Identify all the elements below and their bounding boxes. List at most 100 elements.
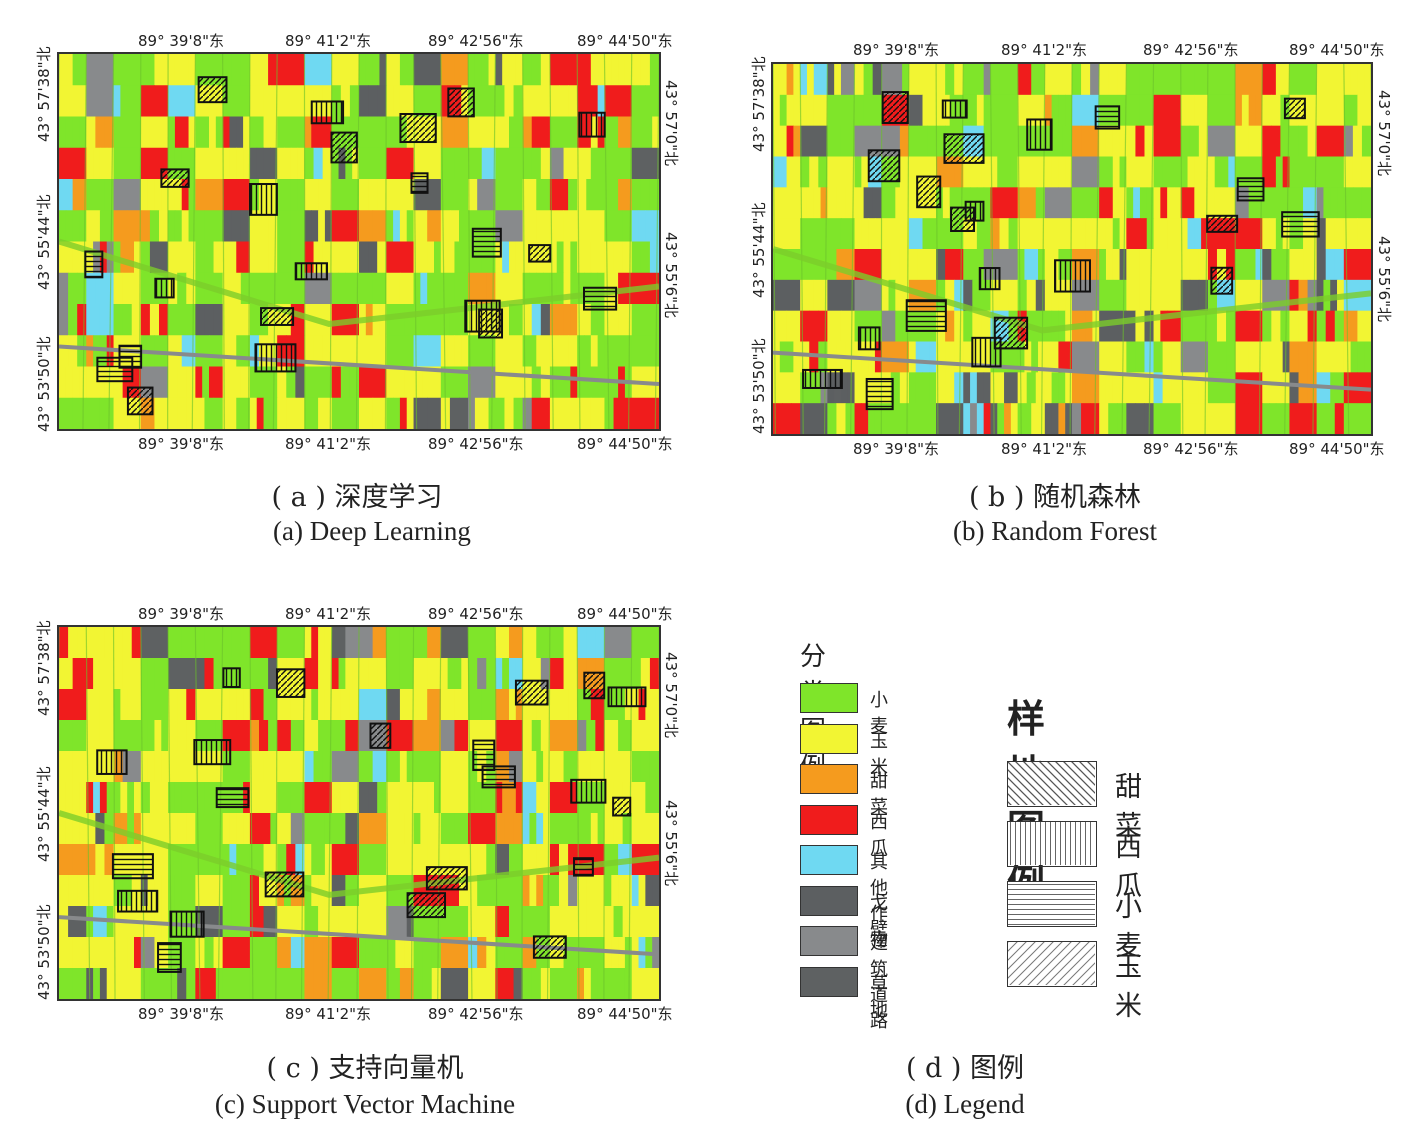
land-parcel — [1058, 372, 1066, 404]
land-parcel — [818, 156, 828, 188]
land-parcel — [195, 813, 210, 845]
land-parcel — [854, 156, 862, 188]
land-parcel — [213, 627, 224, 659]
land-parcel — [359, 689, 387, 721]
land-parcel — [1241, 94, 1250, 127]
land-parcel — [449, 751, 460, 783]
land-parcel — [127, 782, 135, 814]
land-parcel — [861, 125, 869, 157]
land-parcel — [936, 125, 946, 157]
land-parcel — [861, 403, 869, 434]
land-parcel — [331, 720, 346, 752]
land-parcel — [481, 782, 490, 814]
sample-plot — [528, 244, 552, 263]
land-parcel — [345, 658, 353, 690]
land-parcel — [186, 689, 196, 721]
land-parcel — [349, 782, 360, 814]
land-parcel — [174, 179, 183, 211]
lat-label: 43° 53'50"北 — [750, 338, 768, 434]
land-parcel — [222, 397, 237, 429]
land-parcel — [631, 335, 646, 367]
land-parcel — [359, 366, 369, 399]
land-parcel — [468, 627, 496, 659]
land-parcel — [295, 397, 305, 429]
land-parcel — [231, 179, 242, 211]
land-parcel — [1289, 310, 1300, 342]
land-parcel — [522, 210, 537, 242]
land-parcel — [181, 179, 190, 211]
land-parcel — [863, 249, 874, 281]
land-parcel — [604, 147, 633, 180]
land-parcel — [86, 906, 94, 938]
sample-plot — [369, 722, 392, 749]
land-parcel — [908, 94, 923, 127]
land-parcel — [213, 397, 224, 429]
land-parcel — [359, 54, 367, 86]
land-parcel — [1099, 279, 1114, 312]
land-parcel — [640, 54, 651, 86]
land-parcel — [809, 156, 819, 188]
land-parcel — [1216, 279, 1227, 312]
sample-plot — [573, 857, 594, 877]
land-parcel — [131, 751, 142, 783]
land-parcel — [140, 689, 169, 721]
land-parcel — [981, 310, 991, 342]
land-parcel — [440, 875, 451, 907]
land-parcel — [399, 210, 408, 242]
land-parcel — [1316, 187, 1324, 219]
lon-label: 89° 42'56"东 — [1143, 440, 1239, 458]
land-parcel — [345, 272, 353, 305]
lon-label: 89° 41'2"东 — [285, 1005, 372, 1023]
land-parcel — [413, 658, 428, 690]
land-parcel — [1153, 310, 1161, 342]
land-parcel — [1352, 187, 1363, 219]
land-parcel — [413, 335, 428, 367]
land-parcel — [1198, 125, 1209, 157]
land-parcel — [577, 147, 592, 180]
field-boundary — [140, 627, 145, 999]
sample-plot — [478, 308, 504, 339]
land-parcel — [631, 875, 640, 907]
land-parcel — [104, 179, 115, 211]
land-parcel — [854, 218, 862, 250]
lon-label: 89° 42'56"东 — [428, 32, 524, 50]
land-parcel — [168, 720, 178, 752]
land-parcel — [1189, 249, 1200, 281]
land-parcel — [340, 782, 351, 814]
land-parcel — [270, 147, 278, 180]
lat-label: 43° 57'38"北 — [35, 620, 53, 716]
land-parcel — [79, 116, 87, 149]
land-parcel — [793, 249, 801, 281]
land-parcel — [79, 813, 87, 845]
field-boundary — [467, 627, 473, 999]
land-parcel — [531, 147, 542, 180]
land-parcel — [1081, 64, 1091, 96]
land-parcel — [1262, 372, 1277, 404]
land-parcel — [945, 64, 955, 96]
land-parcel — [1044, 94, 1053, 127]
land-parcel — [259, 54, 269, 86]
land-parcel — [468, 179, 478, 211]
land-parcel — [1078, 218, 1087, 250]
land-parcel — [970, 249, 978, 281]
land-parcel — [263, 844, 278, 876]
land-parcel — [174, 116, 183, 149]
land-parcel — [1280, 249, 1290, 281]
land-parcel — [240, 627, 251, 659]
land-parcel — [1126, 64, 1141, 96]
land-parcel — [549, 627, 565, 659]
land-parcel — [972, 156, 982, 188]
land-parcel — [1081, 403, 1091, 434]
land-parcel — [1065, 372, 1073, 404]
land-parcel — [149, 241, 160, 274]
land-parcel — [1226, 310, 1236, 342]
land-parcel — [1167, 187, 1175, 219]
land-parcel — [440, 85, 449, 117]
land-parcel — [140, 937, 155, 969]
land-parcel — [304, 366, 319, 399]
land-parcel — [93, 658, 101, 690]
land-parcel — [120, 937, 128, 969]
land-parcel — [345, 968, 353, 999]
land-parcel — [79, 210, 87, 242]
land-parcel — [434, 751, 442, 783]
